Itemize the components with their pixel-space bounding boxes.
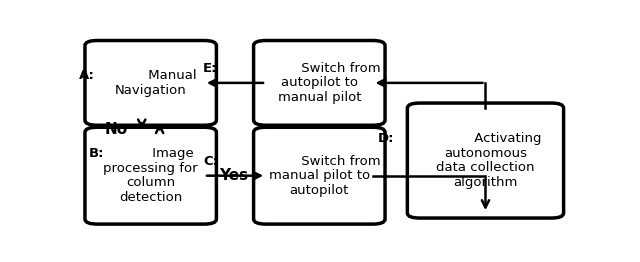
Text: processing for: processing for	[104, 162, 198, 175]
FancyBboxPatch shape	[408, 103, 564, 218]
Text: autonomous: autonomous	[444, 147, 527, 160]
FancyBboxPatch shape	[253, 127, 385, 224]
Text: Switch from: Switch from	[298, 62, 381, 75]
Text: Yes: Yes	[219, 168, 248, 183]
Text: Manual: Manual	[144, 69, 196, 82]
Text: data collection: data collection	[436, 161, 535, 174]
Text: autopilot: autopilot	[290, 184, 349, 197]
Text: Activating: Activating	[470, 132, 541, 145]
Text: detection: detection	[119, 191, 182, 204]
Text: E:: E:	[204, 62, 218, 75]
Text: No: No	[104, 122, 127, 137]
Text: C:: C:	[203, 155, 218, 168]
Text: B:: B:	[88, 148, 104, 160]
Text: A:: A:	[79, 69, 95, 82]
Text: column: column	[126, 176, 175, 189]
Text: Image: Image	[148, 148, 193, 160]
Text: manual pilot to: manual pilot to	[269, 169, 370, 182]
Text: autopilot to: autopilot to	[281, 77, 358, 89]
FancyBboxPatch shape	[85, 127, 216, 224]
FancyBboxPatch shape	[253, 41, 385, 125]
FancyBboxPatch shape	[85, 41, 216, 125]
Text: algorithm: algorithm	[453, 176, 518, 189]
Text: Navigation: Navigation	[115, 84, 186, 97]
Text: manual pilot: manual pilot	[278, 91, 361, 104]
Text: D:: D:	[378, 132, 394, 145]
Text: Switch from: Switch from	[298, 155, 381, 168]
